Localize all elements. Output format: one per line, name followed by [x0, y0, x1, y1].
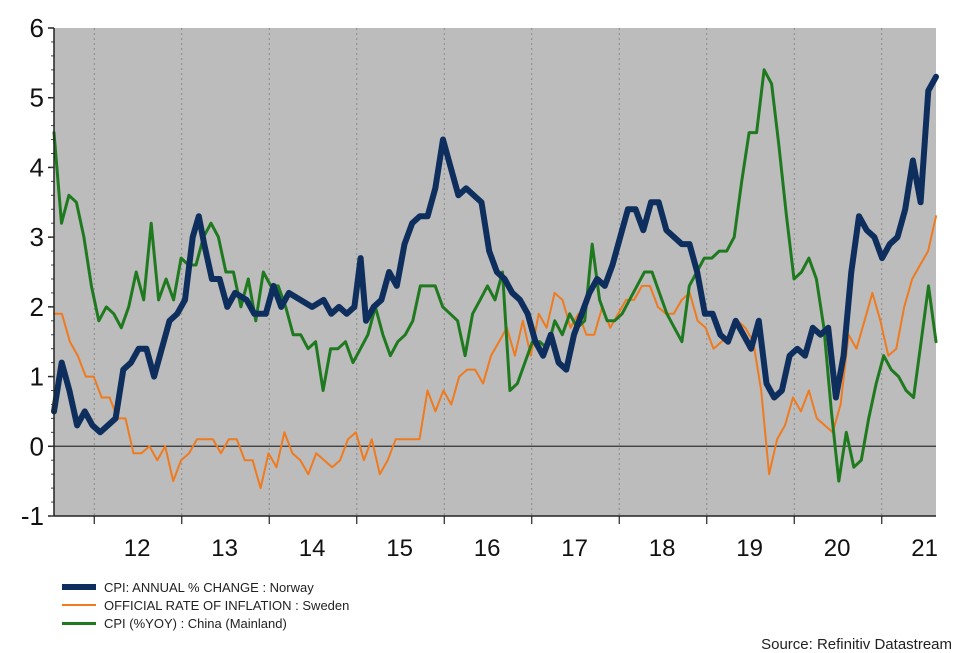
y-tick-label: 0	[30, 431, 44, 461]
legend-swatch-china	[62, 621, 96, 625]
series-lines	[51, 68, 939, 490]
legend-swatch-norway	[62, 584, 96, 590]
y-tick-label: -1	[21, 501, 44, 531]
legend-item-china: CPI (%YOY) : China (Mainland)	[62, 614, 349, 632]
legend-label-norway: CPI: ANNUAL % CHANGE : Norway	[104, 579, 314, 595]
legend-label-china: CPI (%YOY) : China (Mainland)	[104, 615, 287, 631]
source-note: Source: Refinitiv Datastream	[761, 636, 952, 653]
y-tick-label: 6	[30, 13, 44, 43]
x-tick-label: 19	[736, 535, 763, 562]
x-tick-label: 21	[911, 535, 938, 562]
y-tick-label: 3	[30, 222, 44, 252]
x-tick-label: 18	[649, 535, 676, 562]
legend: CPI: ANNUAL % CHANGE : Norway OFFICIAL R…	[62, 578, 349, 632]
x-tick-label: 15	[386, 535, 413, 562]
x-tick-label: 12	[124, 535, 151, 562]
x-tick-label: 20	[824, 535, 851, 562]
y-tick-label: 5	[30, 83, 44, 113]
x-tick-label: 13	[211, 535, 238, 562]
legend-swatch-sweden	[62, 604, 96, 606]
x-tick-label: 17	[561, 535, 588, 562]
y-tick-label: 2	[30, 292, 44, 322]
series-line-norway	[51, 73, 939, 436]
x-tick-label: 16	[474, 535, 501, 562]
legend-item-sweden: OFFICIAL RATE OF INFLATION : Sweden	[62, 596, 349, 614]
series-line-china	[52, 68, 938, 483]
y-tick-label: 1	[30, 362, 44, 392]
legend-label-sweden: OFFICIAL RATE OF INFLATION : Sweden	[104, 597, 350, 613]
x-tick-label: 14	[299, 535, 326, 562]
series-line-sweden	[53, 215, 937, 490]
y-tick-label: 4	[30, 152, 44, 182]
legend-item-norway: CPI: ANNUAL % CHANGE : Norway	[62, 578, 349, 596]
